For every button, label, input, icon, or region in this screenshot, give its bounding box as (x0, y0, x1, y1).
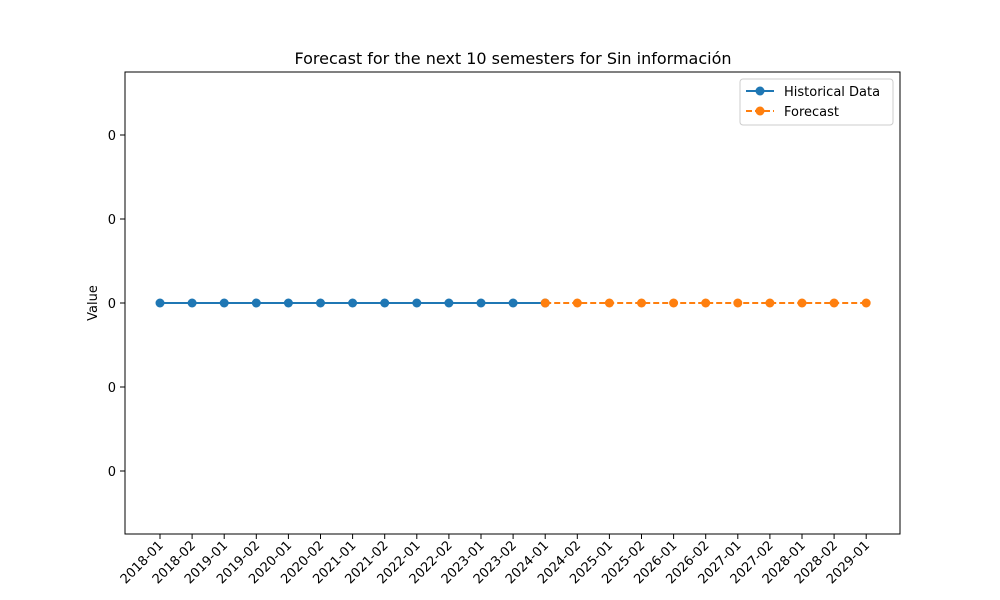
y-tick-label: 0 (108, 381, 116, 396)
series-layer (155, 298, 871, 308)
forecast-point (861, 298, 871, 308)
forecast-point (604, 298, 614, 308)
historical-point (187, 298, 197, 308)
legend-historical-label: Historical Data (784, 85, 880, 100)
legend-box (739, 78, 894, 126)
forecast-point (829, 298, 839, 308)
y-tick-label: 0 (108, 297, 116, 312)
legend-forecast-label: Forecast (784, 105, 839, 120)
historical-point (219, 298, 229, 308)
forecast-point (669, 298, 679, 308)
forecast-point (540, 298, 550, 308)
historical-point (412, 298, 422, 308)
forecast-point (572, 298, 582, 308)
y-axis-label: Value (86, 285, 101, 321)
historical-point (316, 298, 325, 308)
legend-historical-marker (755, 86, 765, 96)
y-tick-label: 0 (108, 129, 116, 144)
y-axis-ticks: 0 0 0 0 0 (108, 129, 125, 480)
historical-point (444, 298, 454, 308)
forecast-point (765, 298, 775, 308)
legend-forecast-marker (755, 106, 765, 116)
historical-point (155, 298, 165, 308)
forecast-point (797, 298, 807, 308)
historical-point (283, 298, 293, 308)
y-tick-label: 0 (108, 213, 116, 228)
historical-point (380, 298, 390, 308)
forecast-point (701, 298, 711, 308)
chart-title: Forecast for the next 10 semesters for S… (294, 49, 731, 68)
legend: Historical Data Forecast (739, 78, 894, 126)
historical-point (348, 298, 358, 308)
historical-point (508, 298, 518, 308)
y-tick-label: 0 (108, 465, 116, 480)
forecast-point (733, 298, 743, 308)
forecast-point (637, 298, 646, 308)
historical-point (476, 298, 486, 308)
historical-point (251, 298, 261, 308)
